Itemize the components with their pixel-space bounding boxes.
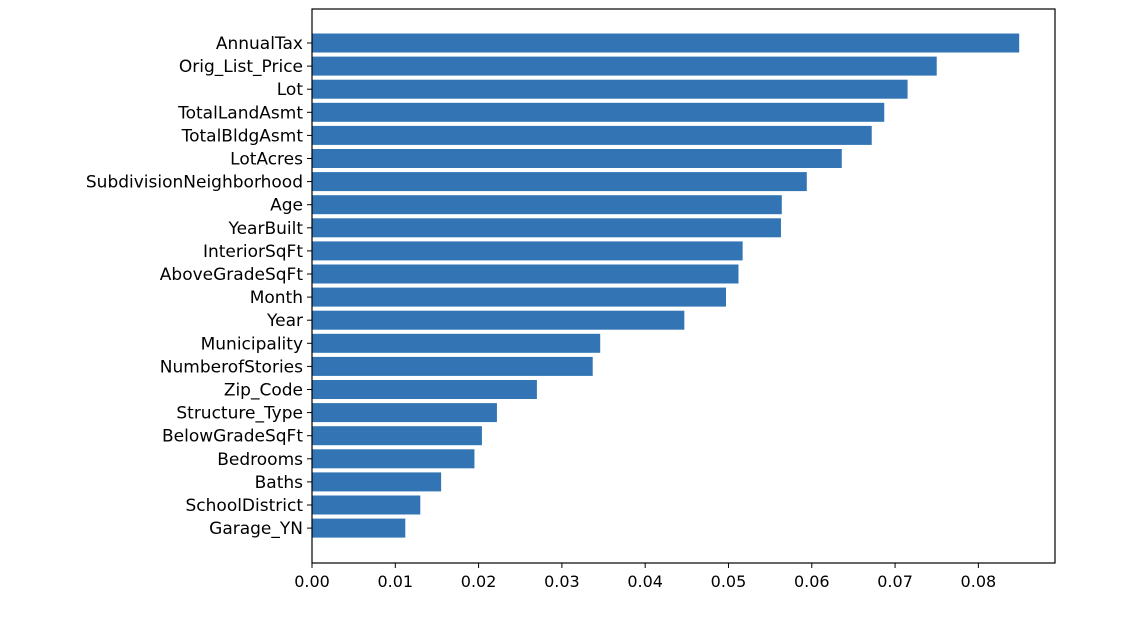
y-tick-label-year: Year (266, 311, 303, 331)
y-tick-label-totalbldgasmt: TotalBldgAsmt (181, 126, 304, 146)
x-axis-ticks: 0.00 0.01 0.02 0.03 0.04 0.05 0.06 0.07 0.08 (294, 563, 996, 591)
y-tick-label-zip-code: Zip_Code (224, 381, 303, 401)
y-tick-label-abovegradesqft: AboveGradeSqFt (160, 265, 304, 285)
bar-year (312, 310, 685, 330)
y-tick-label-subdivisionneighborhood: SubdivisionNeighborhood (86, 173, 303, 193)
plot-frame (311, 8, 1056, 564)
bar-lotacres (312, 149, 842, 168)
bar-age (312, 195, 782, 215)
bar-annualtax (312, 33, 1020, 53)
x-tick-label: 0.05 (711, 572, 747, 591)
x-tick-label: 0.06 (794, 572, 830, 591)
bar-structure-type (312, 403, 497, 423)
bar-belowgradesqft (312, 426, 482, 446)
y-tick-label-schooldistrict: SchoolDistrict (186, 496, 304, 516)
x-tick-label: 0.03 (544, 572, 580, 591)
y-tick-label-municipality: Municipality (201, 334, 303, 354)
y-tick-label-structure-type: Structure_Type (176, 404, 303, 424)
bar-zip-code (312, 380, 537, 399)
x-tick-label: 0.07 (877, 572, 913, 591)
bar-numberofstories (312, 356, 593, 376)
y-tick-label-baths: Baths (255, 473, 304, 493)
y-tick-label-age: Age (270, 196, 303, 216)
bar-yearbuilt (312, 218, 781, 238)
bar-subdivisionneighborhood (312, 172, 807, 192)
bar-totallandasmt (312, 102, 885, 122)
x-tick-label: 0.04 (627, 572, 663, 591)
y-tick-label-month: Month (250, 288, 303, 308)
bars-layer (312, 33, 1020, 538)
bar-schooldistrict (312, 495, 421, 515)
bar-bedrooms (312, 449, 475, 469)
bar-lot (312, 79, 908, 99)
y-tick-label-interiorsqft: InteriorSqFt (203, 242, 303, 262)
bar-interiorsqft (312, 241, 743, 261)
y-tick-label-numberofstories: NumberofStories (160, 357, 303, 377)
bar-totalbldgasmt (312, 125, 872, 145)
y-tick-label-bedrooms: Bedrooms (217, 450, 303, 470)
bar-orig-list-price (312, 56, 937, 76)
bar-month (312, 287, 726, 307)
x-tick-label: 0.02 (461, 572, 497, 591)
y-tick-label-totallandasmt: TotalLandAsmt (177, 103, 303, 123)
y-tick-label-orig-list-price: Orig_List_Price (179, 57, 303, 77)
y-tick-label-yearbuilt: YearBuilt (227, 219, 303, 239)
bar-baths (312, 472, 442, 492)
x-tick-label: 0.00 (294, 572, 330, 591)
bar-municipality (312, 333, 601, 353)
y-axis-labels: AnnualTax Orig_List_Price Lot TotalLandAsmt… (86, 34, 303, 539)
y-axis-ticks (307, 42, 312, 529)
y-tick-label-lotacres: LotAcres (230, 150, 303, 170)
y-tick-label-belowgradesqft: BelowGradeSqFt (162, 427, 303, 447)
y-tick-label-garage-yn: Garage_YN (209, 519, 303, 539)
x-tick-label: 0.01 (377, 572, 413, 591)
y-tick-label-lot: Lot (277, 80, 304, 100)
y-tick-label-annualtax: AnnualTax (216, 34, 303, 54)
bar-abovegradesqft (312, 264, 739, 284)
x-tick-label: 0.08 (961, 572, 997, 591)
bar-garage-yn (312, 518, 406, 538)
